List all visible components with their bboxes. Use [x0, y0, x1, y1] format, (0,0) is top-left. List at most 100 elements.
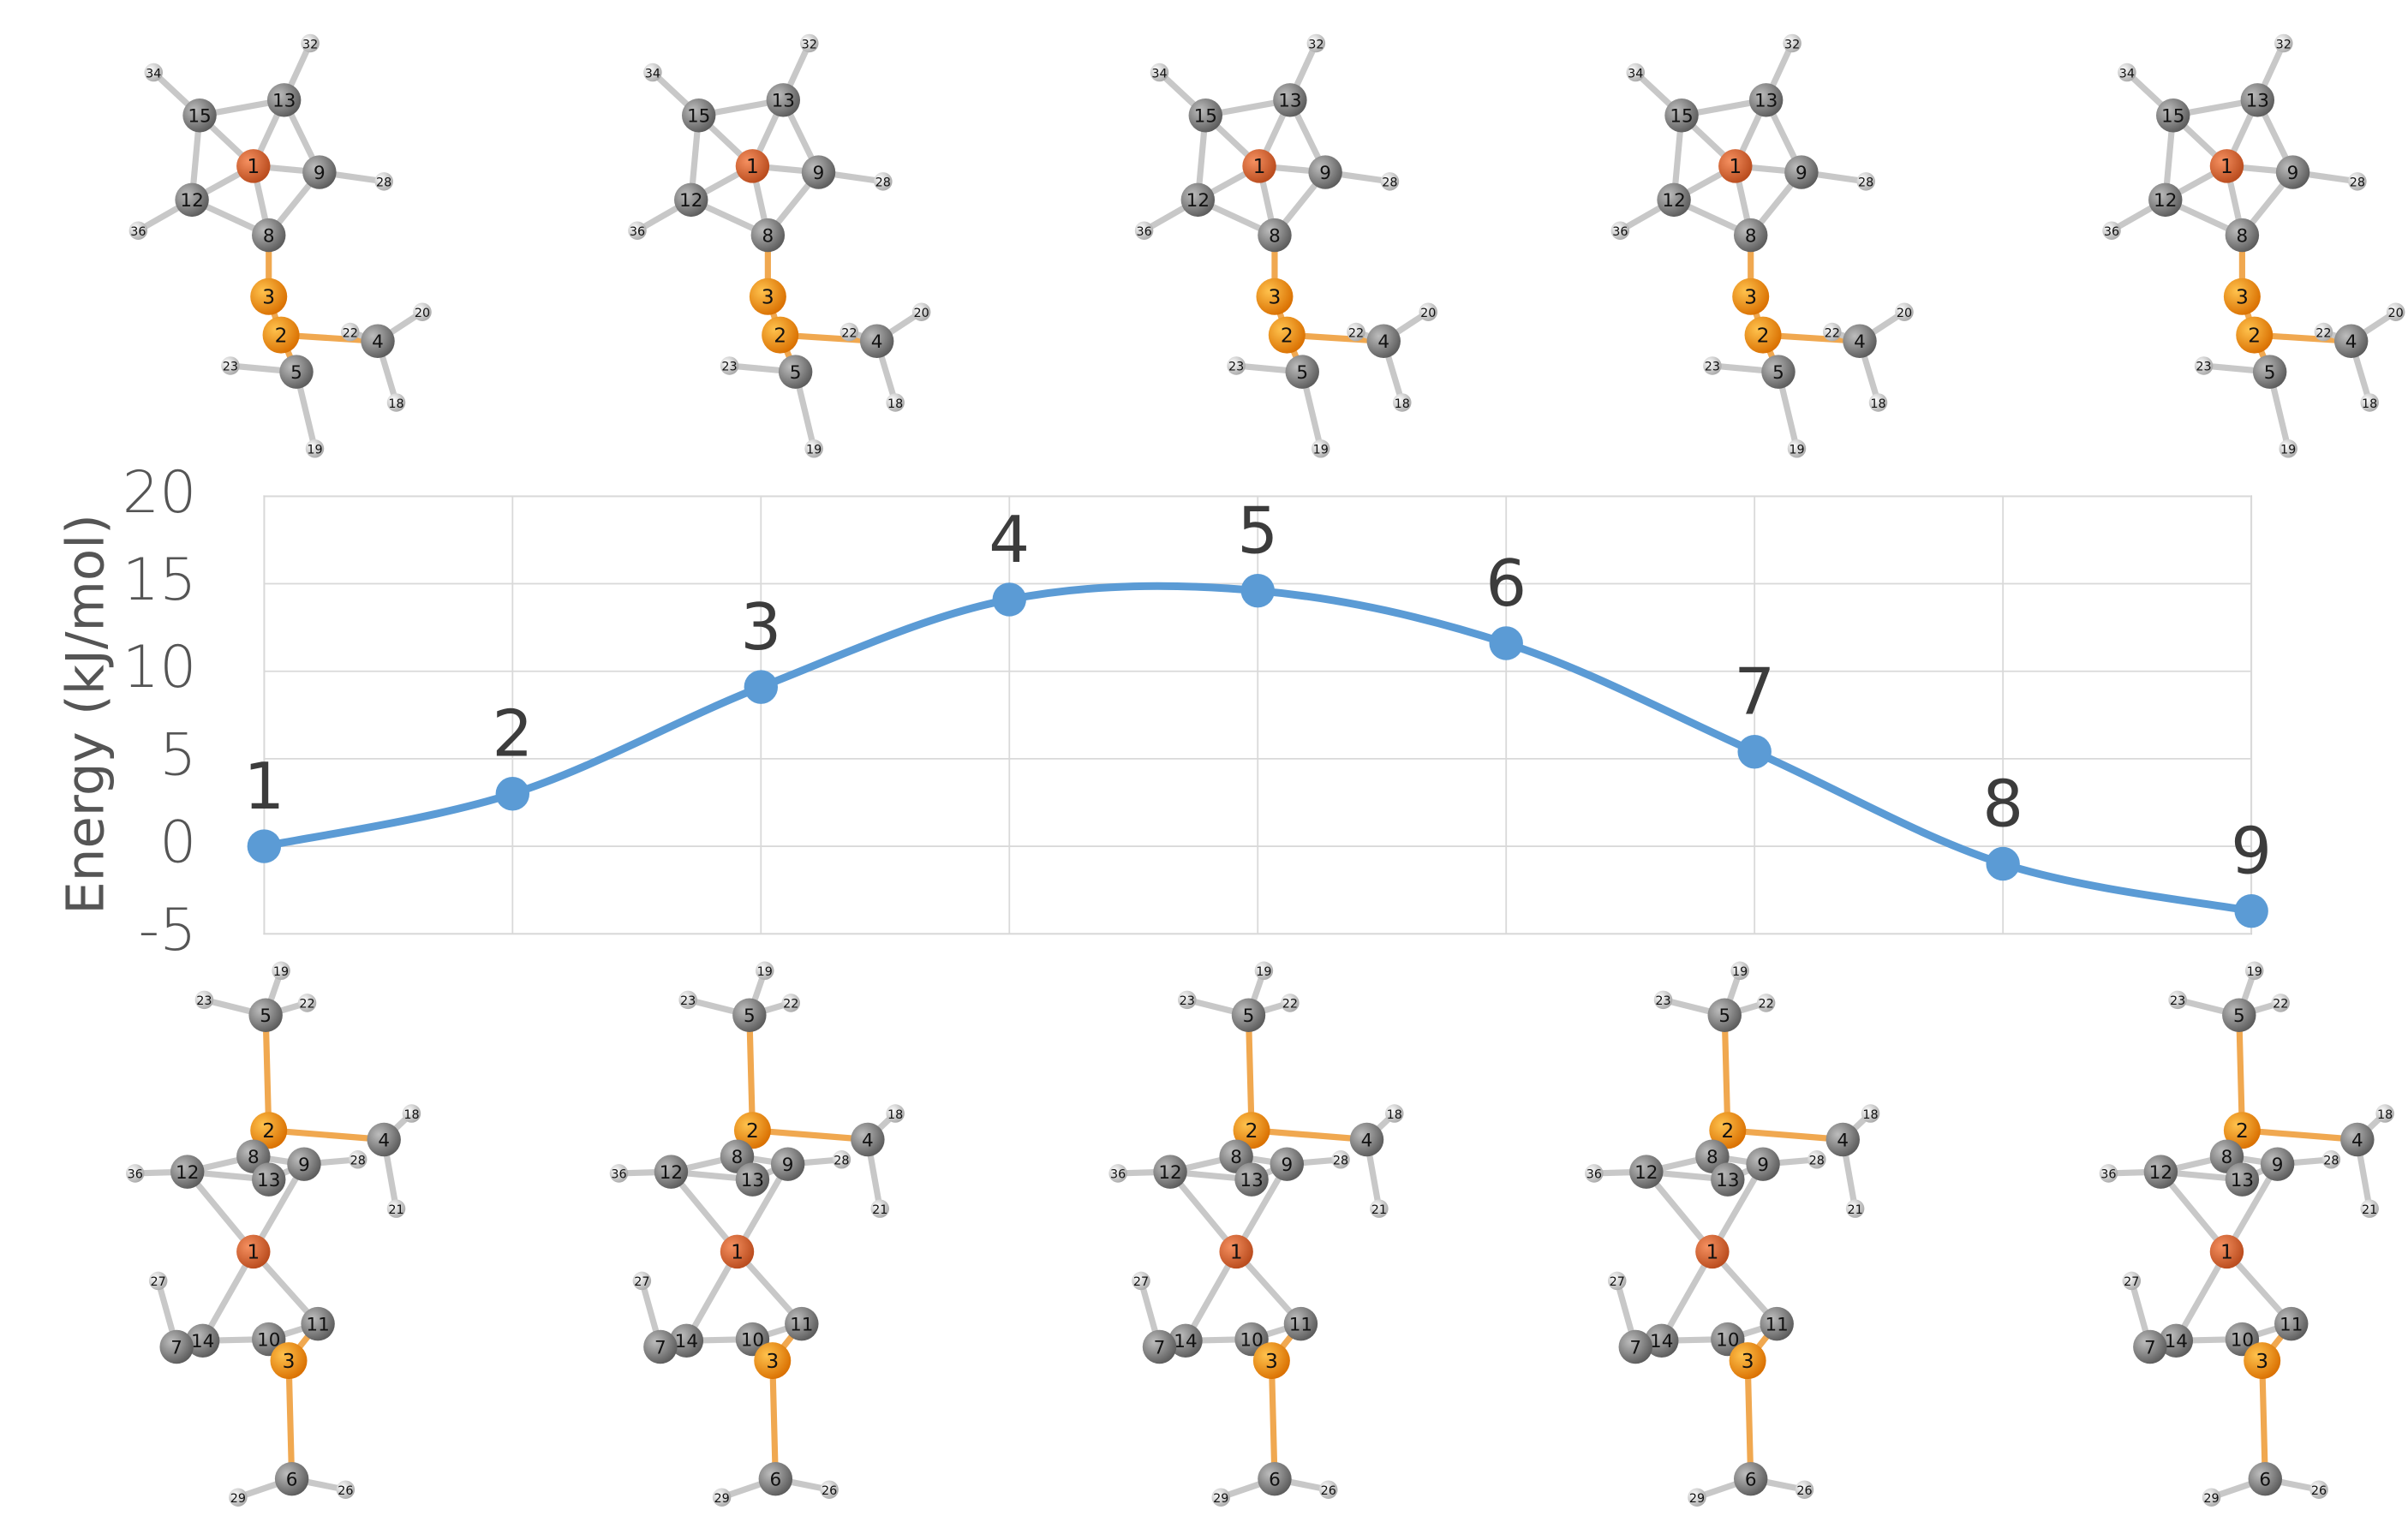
atom-label: 19 — [757, 965, 773, 979]
atom-label: 23 — [2170, 994, 2185, 1008]
atom-label: 13 — [741, 1170, 764, 1191]
atom-label: 27 — [2124, 1275, 2139, 1289]
atom-label: 1 — [247, 155, 260, 178]
atom-label: 4 — [1837, 1130, 1849, 1151]
atom-label: 12 — [180, 190, 203, 212]
atom-label: 3 — [762, 286, 774, 309]
atom-label: 28 — [834, 1155, 849, 1168]
atom-label: 8 — [2221, 1147, 2233, 1168]
atom-label: 36 — [128, 1168, 143, 1182]
atom-label: 32 — [1308, 38, 1324, 51]
atom-label: 3 — [1265, 1350, 1278, 1373]
atom-label: 13 — [2246, 91, 2269, 112]
atom-label: 19 — [307, 444, 322, 457]
point — [496, 777, 529, 810]
atom-label: 1 — [247, 1241, 260, 1264]
atom-label: 5 — [790, 362, 802, 384]
atom-label: 19 — [806, 444, 822, 457]
atom-label: 14 — [675, 1331, 698, 1352]
atom-label: 14 — [1650, 1331, 1673, 1352]
atom-label: 12 — [176, 1162, 199, 1184]
molecule-top: 1513191283245222319182032343628 — [628, 34, 930, 458]
atom-label: 9 — [298, 1155, 310, 1176]
atom-label: 2 — [275, 324, 288, 347]
atom-label: 28 — [350, 1155, 366, 1168]
atom-label: 18 — [887, 397, 903, 411]
point — [248, 829, 281, 862]
atom-label: 13 — [272, 91, 296, 112]
atom-label: 12 — [1634, 1162, 1658, 1184]
atom-label: 4 — [862, 1130, 874, 1151]
atom-label: 5 — [260, 1006, 272, 1027]
atom-label: 36 — [2100, 1168, 2116, 1182]
atom-label: 19 — [1313, 444, 1329, 457]
atom-label: 3 — [1269, 286, 1282, 309]
atom-label: 28 — [875, 176, 891, 190]
molecule-top: 1513191283245222319182032343628 — [2102, 34, 2405, 458]
atom-label: 19 — [273, 965, 289, 979]
atom-label: 22 — [299, 998, 314, 1012]
atom-label: 34 — [1628, 67, 1643, 81]
atom-label: 12 — [1662, 190, 1685, 212]
atom-label: 19 — [1789, 444, 1804, 457]
atom-label: 4 — [1361, 1130, 1373, 1151]
point-label: 2 — [492, 696, 533, 772]
atom-label: 3 — [766, 1350, 779, 1373]
atom-label: 4 — [871, 331, 883, 353]
atom-label: 12 — [2149, 1162, 2172, 1184]
atom-label: 27 — [1610, 1275, 1625, 1289]
atom-label: 15 — [687, 106, 710, 128]
atom-label: 20 — [1420, 307, 1436, 320]
atom-label: 6 — [769, 1469, 781, 1490]
y-tick-label: 5 — [159, 721, 196, 789]
atom-label: 7 — [1629, 1337, 1641, 1358]
atom-label: 20 — [1897, 307, 1912, 320]
atom-label: 2 — [1246, 1119, 1258, 1143]
atom-label: 21 — [1371, 1203, 1387, 1217]
atom-label: 13 — [772, 91, 795, 112]
atom-label: 26 — [338, 1484, 353, 1498]
atom-label: 28 — [1333, 1155, 1348, 1168]
atom-label: 5 — [744, 1006, 756, 1027]
atom-label: 34 — [645, 67, 660, 81]
point — [2234, 894, 2268, 928]
atom-label: 28 — [1858, 176, 1873, 190]
atom-label: 13 — [1754, 91, 1778, 112]
atom-label: 14 — [2165, 1331, 2188, 1352]
atom-label: 15 — [2161, 106, 2184, 128]
atom-label: 29 — [714, 1492, 729, 1506]
atom-label: 23 — [1655, 994, 1670, 1008]
page: {"chart_data": {"type": "line", "y_label… — [0, 0, 2408, 1516]
atom-label: 28 — [1382, 176, 1397, 190]
atom-label: 1 — [1706, 1241, 1718, 1264]
atom-label: 12 — [660, 1162, 683, 1184]
atom-label: 18 — [887, 1108, 903, 1122]
atom-label: 26 — [1321, 1484, 1336, 1498]
atom-label: 8 — [1745, 225, 1757, 247]
atom-label: 5 — [1296, 362, 1308, 384]
atom-label: 21 — [1848, 1203, 1863, 1217]
atom-label: 1 — [746, 155, 759, 178]
atom-label: 12 — [2154, 190, 2177, 212]
atom-label: 6 — [1269, 1469, 1281, 1490]
molecule-illustrations: 1513191283245222319182032343628195232224… — [126, 34, 2405, 1507]
y-tick-label: 10 — [122, 634, 197, 701]
atom-label: 1 — [2220, 1241, 2233, 1264]
point-label: 4 — [989, 502, 1030, 577]
atom-label: 4 — [2351, 1130, 2363, 1151]
plot: -505101520123456789 — [122, 459, 2272, 964]
atom-label: 7 — [1154, 1337, 1166, 1358]
atom-label: 5 — [1243, 1006, 1255, 1027]
point-label: 1 — [243, 749, 284, 824]
atom-label: 23 — [1228, 361, 1244, 374]
atom-label: 23 — [680, 994, 696, 1008]
atom-label: 4 — [1377, 331, 1389, 353]
chart: 1513191283245222319182032343628195232224… — [0, 0, 2408, 1516]
atom-label: 4 — [1854, 331, 1866, 353]
atom-label: 2 — [1721, 1119, 1734, 1143]
point — [1241, 574, 1275, 607]
atom-label: 1 — [1729, 155, 1742, 178]
